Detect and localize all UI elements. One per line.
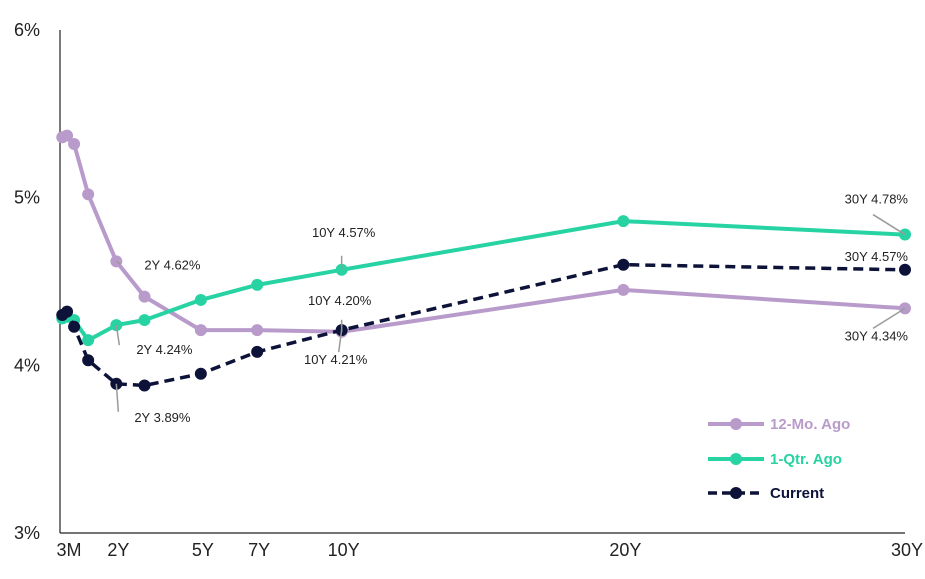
y-axis-ticks: 3% 4% 5% 6% (14, 20, 40, 543)
annotation-leader (115, 383, 120, 412)
data-point (82, 334, 95, 347)
data-point (68, 138, 81, 151)
annotation: 2Y 4.62% (115, 257, 201, 272)
x-tick-label: 5Y (192, 540, 214, 560)
annotation-label: 30Y 4.34% (845, 328, 909, 343)
annotation-label: 2Y 4.24% (136, 342, 193, 357)
annotation-leader (115, 324, 121, 346)
annotation-label: 30Y 4.57% (845, 249, 909, 264)
annotation-label: 30Y 4.78% (845, 192, 909, 207)
y-tick-label: 4% (14, 355, 40, 375)
data-point (61, 305, 74, 318)
annotation-label: 2Y 4.62% (144, 257, 201, 272)
y-tick-label: 5% (14, 188, 40, 208)
data-point (194, 293, 207, 306)
legend-label: Current (770, 485, 824, 502)
annotation-label: 10Y 4.20% (308, 293, 372, 308)
data-point (138, 314, 151, 327)
legend-label: 12-Mo. Ago (770, 416, 850, 433)
data-point (617, 215, 630, 228)
data-point (138, 379, 151, 392)
x-tick-label: 10Y (328, 540, 360, 560)
y-tick-label: 6% (14, 20, 40, 40)
annotation-label: 2Y 3.89% (134, 410, 191, 425)
data-point (138, 290, 151, 303)
y-tick-label: 3% (14, 523, 40, 543)
data-point (251, 345, 264, 358)
data-point (194, 324, 207, 337)
data-point (899, 263, 911, 276)
legend-swatch-marker (730, 418, 742, 430)
data-point (82, 188, 95, 201)
annotation: 30Y 4.34% (845, 307, 909, 343)
legend-item: Current (708, 485, 824, 502)
legend-label: 1-Qtr. Ago (770, 451, 842, 468)
legend-swatch-marker (730, 487, 742, 499)
series-layer (56, 129, 911, 392)
legend: 12-Mo. Ago 1-Qtr. Ago Current (708, 416, 850, 502)
annotation: 10Y 4.20% (308, 293, 372, 332)
annotations: 2Y 4.62% 2Y 4.24% 2Y 3.89% 10Y 4.57% 10Y 4.2… (115, 192, 909, 425)
data-point (617, 258, 630, 271)
annotation-leader (872, 307, 906, 329)
series-1-qtr-ago (56, 215, 911, 347)
data-point (68, 320, 81, 333)
data-point (617, 283, 630, 296)
legend-item: 1-Qtr. Ago (708, 451, 842, 468)
annotation-label: 10Y 4.21% (304, 352, 368, 367)
data-point (194, 367, 207, 380)
data-point (251, 324, 264, 337)
data-point (61, 129, 74, 142)
annotation: 2Y 4.24% (115, 324, 193, 357)
annotation: 10Y 4.21% (304, 330, 368, 367)
annotation: 2Y 3.89% (115, 383, 191, 425)
annotation: 30Y 4.78% (845, 192, 909, 236)
x-tick-label: 20Y (609, 540, 641, 560)
x-tick-label: 2Y (107, 540, 129, 560)
data-point (251, 278, 264, 291)
legend-swatch-marker (730, 453, 742, 465)
data-point (82, 354, 95, 367)
annotation: 10Y 4.57% (312, 225, 376, 270)
x-tick-label: 7Y (248, 540, 270, 560)
annotation-leader (115, 260, 121, 265)
axes (59, 30, 905, 534)
x-tick-label: 3M (57, 540, 82, 560)
x-axis-ticks: 3M 2Y 5Y 7Y 10Y 20Y 30Y (57, 540, 923, 560)
annotation-leader (872, 213, 906, 236)
annotation-leader (337, 330, 343, 353)
annotation-label: 10Y 4.57% (312, 225, 376, 240)
series-current (56, 258, 911, 392)
annotation: 30Y 4.57% (845, 249, 909, 264)
x-tick-label: 30Y (891, 540, 923, 560)
legend-item: 12-Mo. Ago (708, 416, 850, 433)
